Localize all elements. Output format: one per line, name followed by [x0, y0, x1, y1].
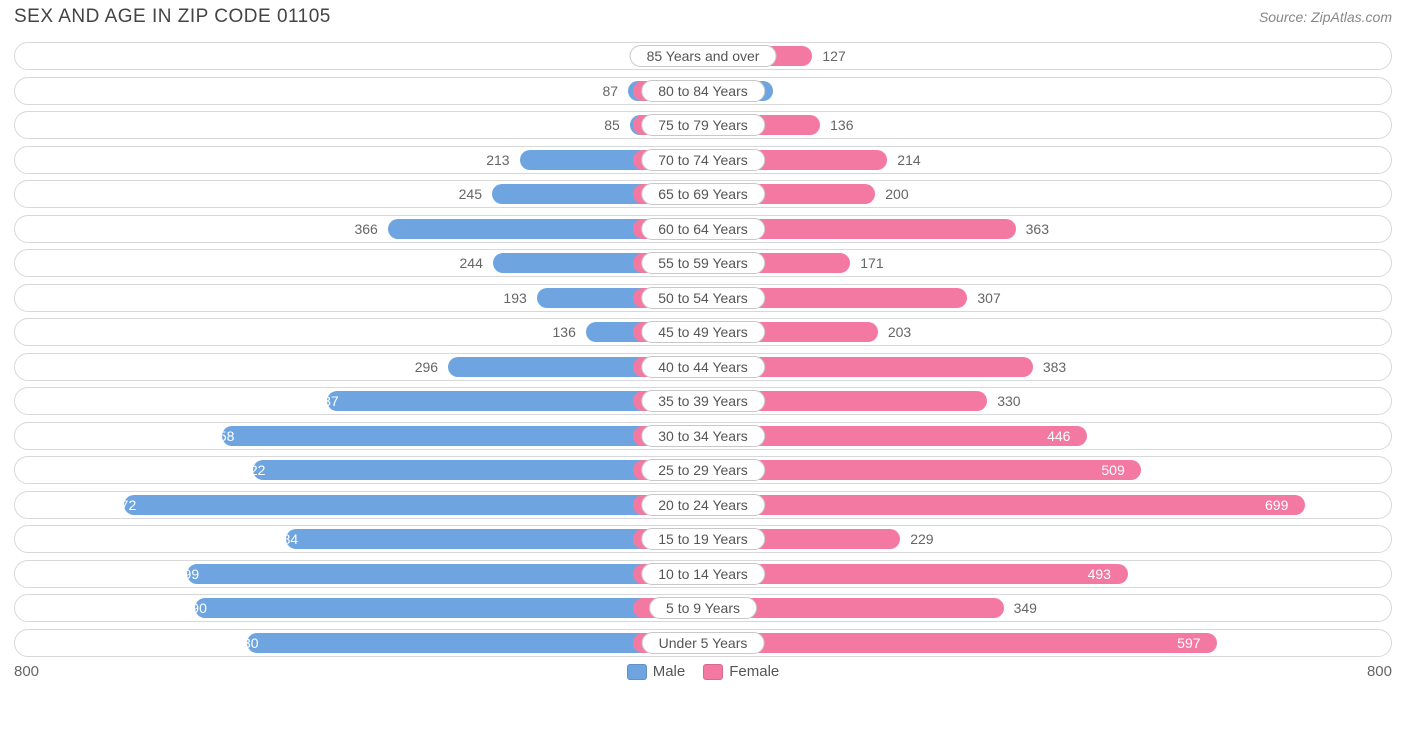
- male-value: 213: [486, 152, 509, 168]
- male-value: 558: [211, 428, 234, 444]
- male-value: 484: [275, 531, 298, 547]
- axis-right-max: 800: [1367, 663, 1392, 680]
- male-value: 590: [184, 600, 207, 616]
- age-row: 65 to 69 Years 245 200: [14, 180, 1392, 208]
- age-group-label: 35 to 39 Years: [641, 390, 765, 412]
- age-group-label: 40 to 44 Years: [641, 356, 765, 378]
- age-row: 85 Years and over8127: [14, 42, 1392, 70]
- age-row: 60 to 64 Years 366 363: [14, 215, 1392, 243]
- age-group-label: 15 to 19 Years: [641, 528, 765, 550]
- age-row: 40 to 44 Years 296 383: [14, 353, 1392, 381]
- male-value: 366: [354, 221, 377, 237]
- age-group-label: 30 to 34 Years: [641, 425, 765, 447]
- chart-axis: 800 Male Female 800: [0, 663, 1406, 680]
- age-group-label: 5 to 9 Years: [649, 597, 757, 619]
- age-group-label: 45 to 49 Years: [641, 321, 765, 343]
- legend-item: Female: [703, 663, 779, 680]
- male-value: 136: [553, 324, 576, 340]
- chart-legend: Male Female: [627, 663, 780, 680]
- female-value: 127: [822, 48, 845, 64]
- male-value: 530: [235, 635, 258, 651]
- age-row: 80 to 84 Years8724: [14, 77, 1392, 105]
- age-group-label: 80 to 84 Years: [641, 80, 765, 102]
- age-group-label: 50 to 54 Years: [641, 287, 765, 309]
- age-row: 10 to 14 Years 599 493: [14, 560, 1392, 588]
- age-group-label: Under 5 Years: [642, 632, 765, 654]
- male-value: 672: [113, 497, 136, 513]
- age-group-label: 60 to 64 Years: [641, 218, 765, 240]
- female-value: 330: [997, 393, 1020, 409]
- legend-swatch: [703, 664, 723, 680]
- age-group-label: 75 to 79 Years: [641, 114, 765, 136]
- age-row: 50 to 54 Years 193 307: [14, 284, 1392, 312]
- age-row: 30 to 34 Years 558 446: [14, 422, 1392, 450]
- age-row: 25 to 29 Years 522 509: [14, 456, 1392, 484]
- age-row: 75 to 79 Years 85 136: [14, 111, 1392, 139]
- female-value: 200: [885, 186, 908, 202]
- age-group-label: 65 to 69 Years: [641, 183, 765, 205]
- female-value: 307: [977, 290, 1000, 306]
- female-value: 349: [1014, 600, 1037, 616]
- population-pyramid-chart: 85 Years and over812780 to 84 Years87247…: [0, 34, 1406, 657]
- female-value: 597: [1177, 635, 1200, 651]
- age-group-label: 85 Years and over: [630, 45, 777, 67]
- age-group-label: 55 to 59 Years: [641, 252, 765, 274]
- female-value: 136: [830, 117, 853, 133]
- female-value: 363: [1026, 221, 1049, 237]
- male-value: 437: [315, 393, 338, 409]
- age-group-label: 20 to 24 Years: [641, 494, 765, 516]
- age-row: 15 to 19 Years 484 229: [14, 525, 1392, 553]
- female-value: 203: [888, 324, 911, 340]
- male-value: 296: [415, 359, 438, 375]
- male-value: 599: [176, 566, 199, 582]
- age-group-label: 25 to 29 Years: [641, 459, 765, 481]
- male-value: 87: [603, 83, 619, 99]
- axis-left-max: 800: [14, 663, 39, 680]
- age-row: Under 5 Years 530 597: [14, 629, 1392, 657]
- legend-swatch: [627, 664, 647, 680]
- male-value: 85: [604, 117, 620, 133]
- female-value: 383: [1043, 359, 1066, 375]
- female-value: 446: [1047, 428, 1070, 444]
- female-value: 509: [1101, 462, 1124, 478]
- female-value: 214: [897, 152, 920, 168]
- legend-item: Male: [627, 663, 686, 680]
- legend-label: Female: [729, 663, 779, 680]
- male-value: 245: [459, 186, 482, 202]
- female-value: 699: [1265, 497, 1288, 513]
- female-value: 229: [910, 531, 933, 547]
- age-row: 5 to 9 Years 590 349: [14, 594, 1392, 622]
- female-value: 171: [860, 255, 883, 271]
- chart-title: SEX AND AGE IN ZIP CODE 01105: [14, 6, 331, 28]
- male-value: 522: [242, 462, 265, 478]
- age-group-label: 10 to 14 Years: [641, 563, 765, 585]
- age-row: 35 to 39 Years 437 330: [14, 387, 1392, 415]
- age-row: 45 to 49 Years 136 203: [14, 318, 1392, 346]
- chart-header: SEX AND AGE IN ZIP CODE 01105 Source: Zi…: [0, 0, 1406, 34]
- age-group-label: 70 to 74 Years: [641, 149, 765, 171]
- age-row: 55 to 59 Years 244 171: [14, 249, 1392, 277]
- age-row: 70 to 74 Years 213 214: [14, 146, 1392, 174]
- male-value: 244: [460, 255, 483, 271]
- age-row: 20 to 24 Years 672 699: [14, 491, 1392, 519]
- legend-label: Male: [653, 663, 686, 680]
- chart-source: Source: ZipAtlas.com: [1259, 9, 1392, 25]
- female-value: 493: [1088, 566, 1111, 582]
- male-value: 193: [503, 290, 526, 306]
